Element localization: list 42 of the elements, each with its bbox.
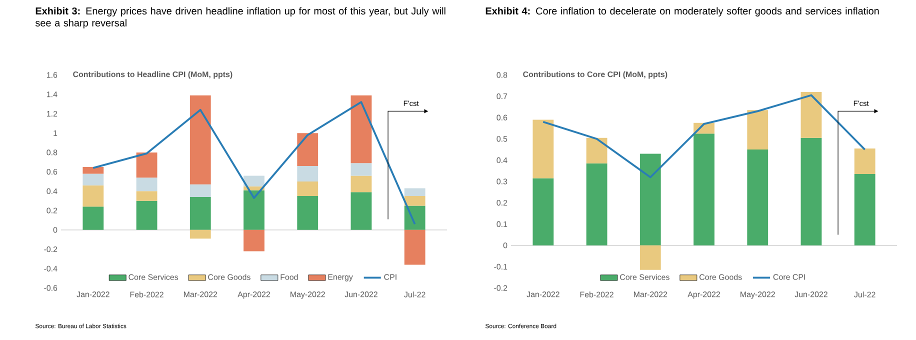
bar xyxy=(82,206,104,230)
bar xyxy=(244,190,264,230)
bar xyxy=(350,192,372,230)
bar xyxy=(190,196,211,230)
bar xyxy=(136,200,158,230)
bar xyxy=(404,188,426,196)
bar xyxy=(244,230,264,252)
bar xyxy=(747,150,768,246)
chart-title: Exhibit 3: Energy prices have driven headline inflation up for most of this year, but July will see a sharp reversal xyxy=(35,7,446,28)
bar xyxy=(800,92,822,138)
bar xyxy=(297,196,318,230)
bar xyxy=(532,120,554,178)
bar xyxy=(854,148,876,174)
bar xyxy=(747,110,768,150)
bar xyxy=(136,152,158,178)
bar xyxy=(136,191,158,201)
bar xyxy=(640,245,661,270)
bar xyxy=(854,174,876,246)
bar xyxy=(190,95,211,184)
bar xyxy=(350,163,372,176)
bar xyxy=(694,134,714,246)
bar xyxy=(350,176,372,192)
bar xyxy=(640,154,661,246)
bar xyxy=(350,95,372,164)
bar xyxy=(532,178,554,246)
bar xyxy=(82,185,104,207)
bar xyxy=(404,230,426,265)
bar xyxy=(82,174,104,186)
bar xyxy=(586,138,608,164)
bar xyxy=(404,196,426,206)
bar xyxy=(297,182,318,196)
bar xyxy=(297,133,318,166)
bar xyxy=(190,184,211,197)
bar xyxy=(404,206,426,230)
bar xyxy=(297,166,318,182)
bar xyxy=(586,163,608,246)
bar xyxy=(190,230,211,239)
bar xyxy=(800,138,822,246)
bar xyxy=(82,166,104,174)
bar xyxy=(136,178,158,192)
chart-title: Exhibit 4: Core inflation to decelerate on moderately softer goods and services inflation xyxy=(486,7,879,16)
bar xyxy=(244,176,264,186)
